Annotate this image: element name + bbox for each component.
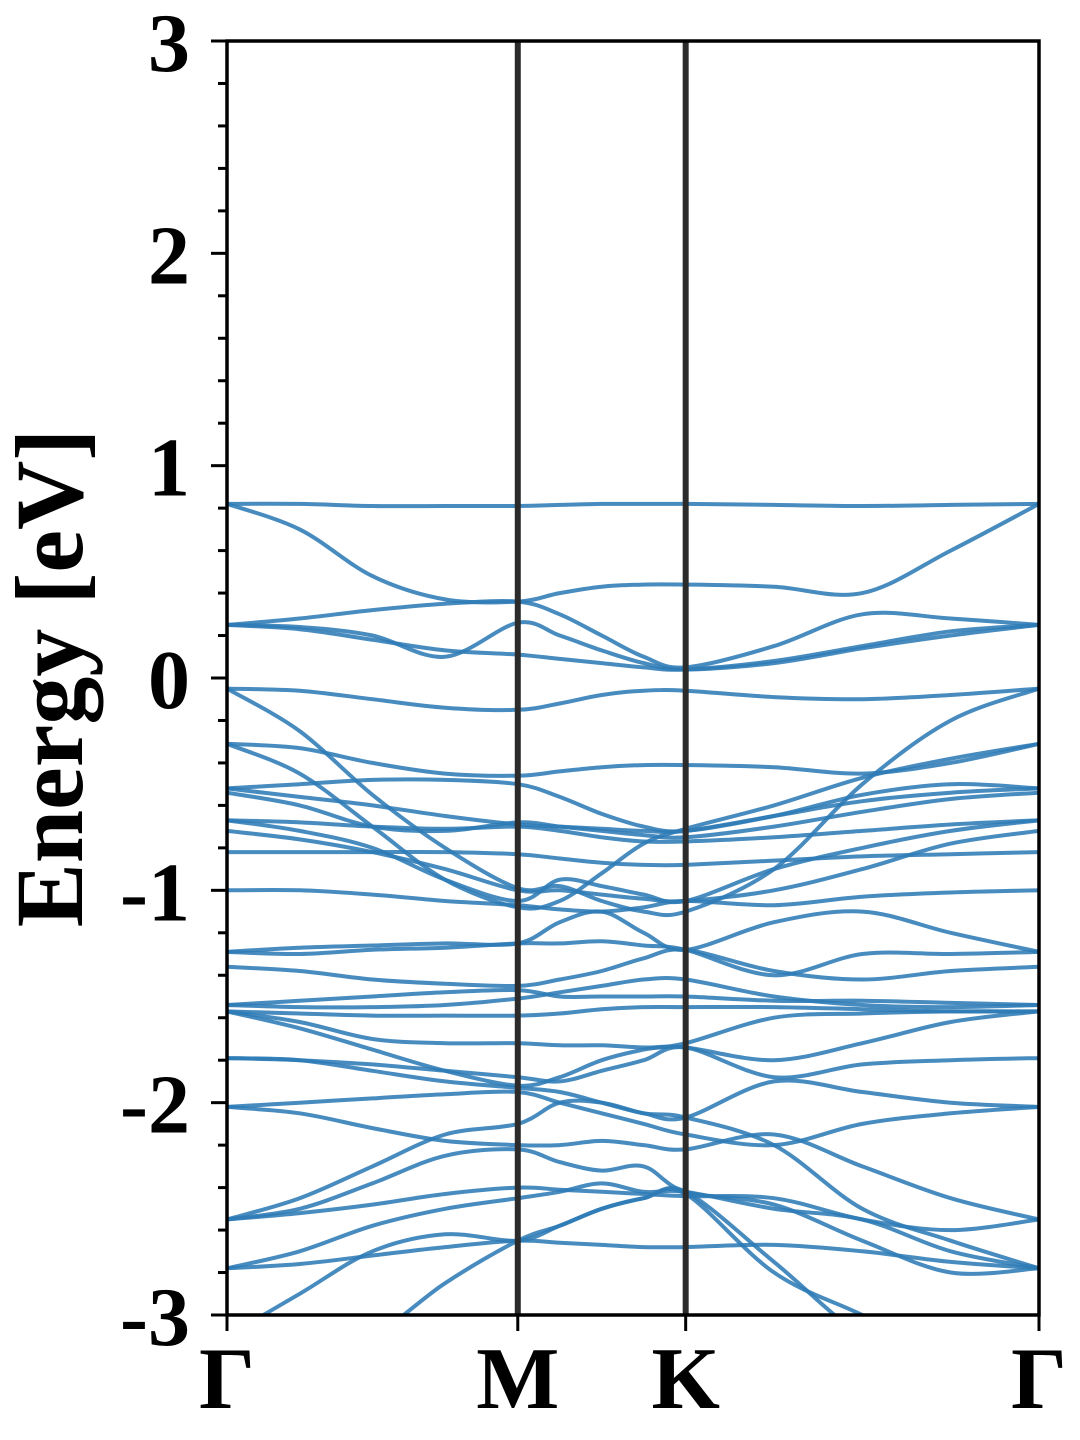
x-tick-label-M: M	[476, 1331, 559, 1428]
band-line-2	[227, 502, 1039, 605]
band-line-16	[227, 849, 1039, 868]
y-tick-label: 0	[148, 634, 190, 727]
band-line-14	[227, 818, 1039, 905]
x-tick-label-K: K	[651, 1331, 719, 1428]
band-line-13	[227, 818, 1039, 845]
y-tick-label: -1	[120, 846, 190, 939]
bands-group	[227, 501, 1039, 1315]
band-line-28	[227, 1089, 1039, 1148]
band-line-7	[227, 686, 1039, 918]
band-line-3	[227, 598, 1039, 670]
band-line-30	[227, 1098, 1039, 1271]
band-line-20	[227, 947, 1039, 989]
kpoint-lines-group	[514, 41, 689, 1315]
band-line-23	[227, 1004, 1039, 1018]
band-line-25	[227, 1009, 1039, 1063]
band-line-22	[227, 976, 1039, 1010]
y-axis-ticks: -3 -2 -1 0 1 2 3	[120, 0, 227, 1364]
band-line-26	[227, 1045, 1039, 1084]
band-line-36	[400, 1187, 867, 1315]
band-line-21	[227, 987, 1039, 1007]
y-tick-label: 2	[148, 209, 190, 302]
band-line-24	[227, 1009, 1039, 1088]
y-tick-label: 1	[148, 422, 190, 515]
band-line-11	[227, 786, 1039, 835]
band-line-29	[227, 1104, 1039, 1222]
band-line-19	[227, 939, 1039, 978]
band-line-8	[227, 741, 1039, 778]
band-line-35	[259, 1185, 838, 1315]
band-line-5	[227, 622, 1039, 672]
band-line-34	[227, 1238, 1039, 1271]
band-line-18	[227, 909, 1039, 954]
band-line-33	[227, 1181, 1039, 1271]
x-tick-label-Γ: Γ	[199, 1331, 255, 1428]
y-tick-label: -2	[120, 1059, 190, 1152]
band-line-32	[227, 1147, 1039, 1276]
band-line-1	[227, 501, 1039, 509]
y-tick-label: -3	[120, 1271, 190, 1364]
band-line-4	[227, 620, 1039, 672]
y-axis-label: Energy [eV]	[0, 429, 103, 928]
y-tick-label: 3	[148, 0, 190, 90]
band-line-6	[227, 686, 1039, 713]
x-tick-label-Γ: Γ	[1011, 1331, 1067, 1428]
band-line-10	[227, 777, 1039, 834]
